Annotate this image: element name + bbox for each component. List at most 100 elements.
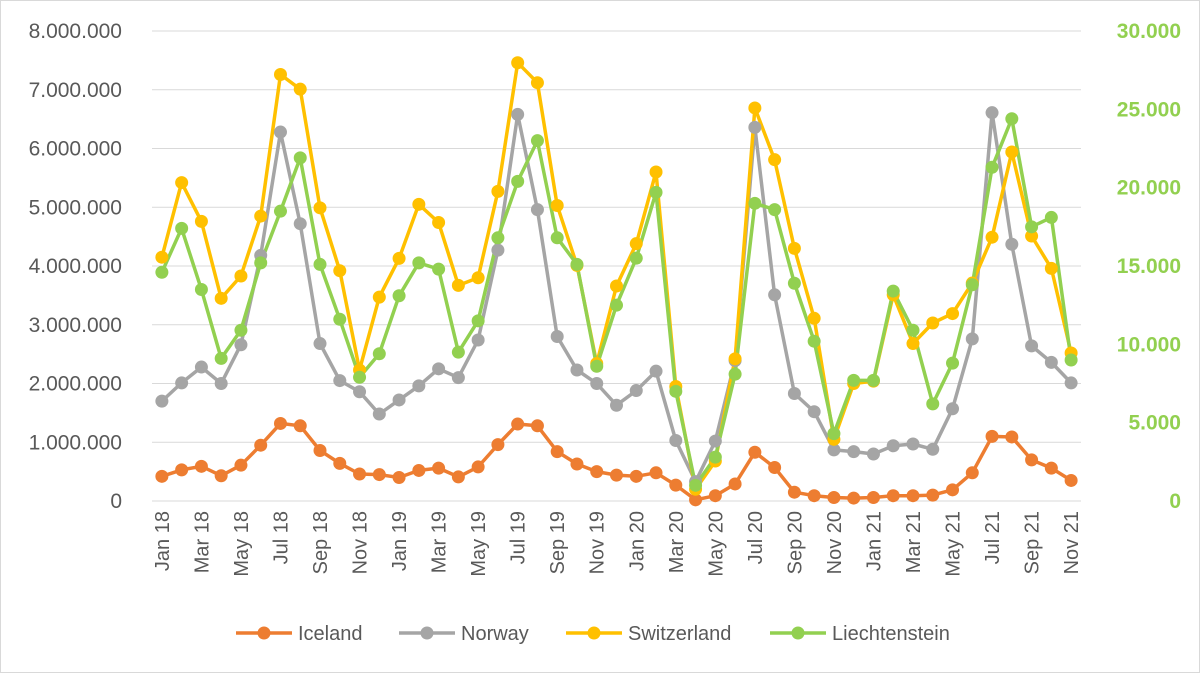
data-point-switzerland (491, 184, 505, 198)
data-point-iceland (590, 465, 604, 479)
data-point-liechtenstein (1025, 220, 1039, 234)
data-point-iceland (293, 419, 307, 433)
data-point-switzerland (155, 250, 169, 264)
data-point-liechtenstein (273, 204, 287, 218)
data-point-liechtenstein (946, 356, 960, 370)
x-tick-label: Jul 21 (982, 511, 1004, 564)
data-point-norway (333, 374, 347, 388)
data-point-liechtenstein (234, 323, 248, 337)
x-tick-label: Mar 20 (666, 511, 688, 573)
data-point-iceland (886, 489, 900, 503)
data-point-norway (807, 405, 821, 419)
data-point-iceland (787, 485, 801, 499)
data-point-liechtenstein (807, 334, 821, 348)
data-point-liechtenstein (432, 262, 446, 276)
data-point-iceland (451, 470, 465, 484)
series-points (155, 56, 1078, 507)
data-point-switzerland (985, 230, 999, 244)
data-point-norway (491, 243, 505, 257)
data-point-liechtenstein (1064, 353, 1078, 367)
data-point-norway (926, 442, 940, 456)
data-point-liechtenstein (491, 231, 505, 245)
data-point-switzerland (194, 214, 208, 228)
data-point-liechtenstein (214, 351, 228, 365)
data-point-iceland (313, 443, 327, 457)
data-point-liechtenstein (175, 221, 189, 235)
y-left-tick-label: 7.000.000 (29, 79, 122, 102)
data-point-iceland (946, 483, 960, 497)
data-point-norway (906, 437, 920, 451)
data-point-iceland (1044, 461, 1058, 475)
data-point-liechtenstein (511, 174, 525, 188)
data-point-norway (392, 393, 406, 407)
x-tick-label: Jan 19 (389, 511, 411, 571)
legend-label: Iceland (298, 623, 363, 645)
x-tick-label: Sep 20 (784, 511, 806, 574)
data-point-iceland (768, 461, 782, 475)
data-point-liechtenstein (570, 257, 584, 271)
x-tick-label: May 18 (231, 511, 253, 577)
data-point-norway (570, 363, 584, 377)
data-point-liechtenstein (926, 397, 940, 411)
legend-item-norway: Norway (399, 623, 529, 645)
data-point-iceland (392, 471, 406, 484)
data-point-liechtenstein (530, 134, 544, 148)
y-right-tick-label: 15.000 (1117, 255, 1181, 278)
data-point-norway (1044, 355, 1058, 369)
data-point-norway (748, 120, 762, 134)
data-point-norway (451, 371, 465, 385)
data-point-switzerland (926, 316, 940, 330)
data-point-switzerland (333, 264, 347, 278)
data-point-iceland (629, 469, 643, 483)
data-point-switzerland (748, 101, 762, 115)
data-point-switzerland (313, 201, 327, 215)
data-point-switzerland (649, 165, 663, 179)
data-point-iceland (906, 489, 920, 503)
x-tick-label: Nov 18 (350, 511, 372, 574)
series-line-iceland (161, 421, 1073, 502)
data-point-norway (432, 362, 446, 376)
data-point-norway (610, 398, 623, 412)
data-point-switzerland (293, 82, 307, 96)
data-point-liechtenstein (985, 160, 999, 174)
x-tick-label: Sep 18 (310, 511, 332, 574)
data-point-norway (511, 107, 525, 121)
data-point-iceland (530, 419, 544, 433)
data-point-norway (530, 203, 544, 217)
y-left-tick-label: 2.000.000 (29, 373, 122, 396)
y-left-tick-label: 1.000.000 (29, 431, 122, 454)
data-point-norway (412, 379, 426, 393)
data-point-iceland (1005, 430, 1019, 444)
data-point-iceland (748, 445, 762, 459)
data-point-switzerland (175, 176, 189, 190)
data-point-liechtenstein (293, 151, 307, 165)
data-point-liechtenstein (827, 427, 841, 441)
data-point-switzerland (372, 290, 386, 304)
legend-item-switzerland: Switzerland (566, 623, 731, 645)
data-point-liechtenstein (886, 284, 900, 298)
x-tick-label: May 21 (943, 511, 965, 577)
data-point-liechtenstein (965, 278, 979, 292)
x-tick-label: Sep 19 (547, 511, 569, 574)
data-point-iceland (728, 477, 742, 491)
data-point-switzerland (768, 153, 782, 167)
data-point-liechtenstein (1005, 112, 1019, 126)
data-point-liechtenstein (412, 256, 426, 270)
data-point-iceland (827, 490, 841, 504)
x-tick-label: Sep 21 (1022, 511, 1044, 574)
data-point-norway (273, 125, 287, 139)
data-point-switzerland (629, 237, 643, 251)
data-point-iceland (234, 458, 248, 472)
data-point-liechtenstein (669, 384, 683, 398)
data-point-switzerland (511, 56, 525, 70)
data-point-iceland (175, 463, 189, 477)
data-point-liechtenstein (866, 373, 880, 387)
data-point-norway (1064, 376, 1078, 390)
data-point-norway (353, 385, 367, 399)
data-point-iceland (471, 460, 485, 474)
data-point-iceland (550, 445, 564, 459)
data-point-iceland (155, 469, 169, 483)
x-tick-label: May 19 (468, 511, 490, 577)
data-point-switzerland (530, 76, 544, 90)
